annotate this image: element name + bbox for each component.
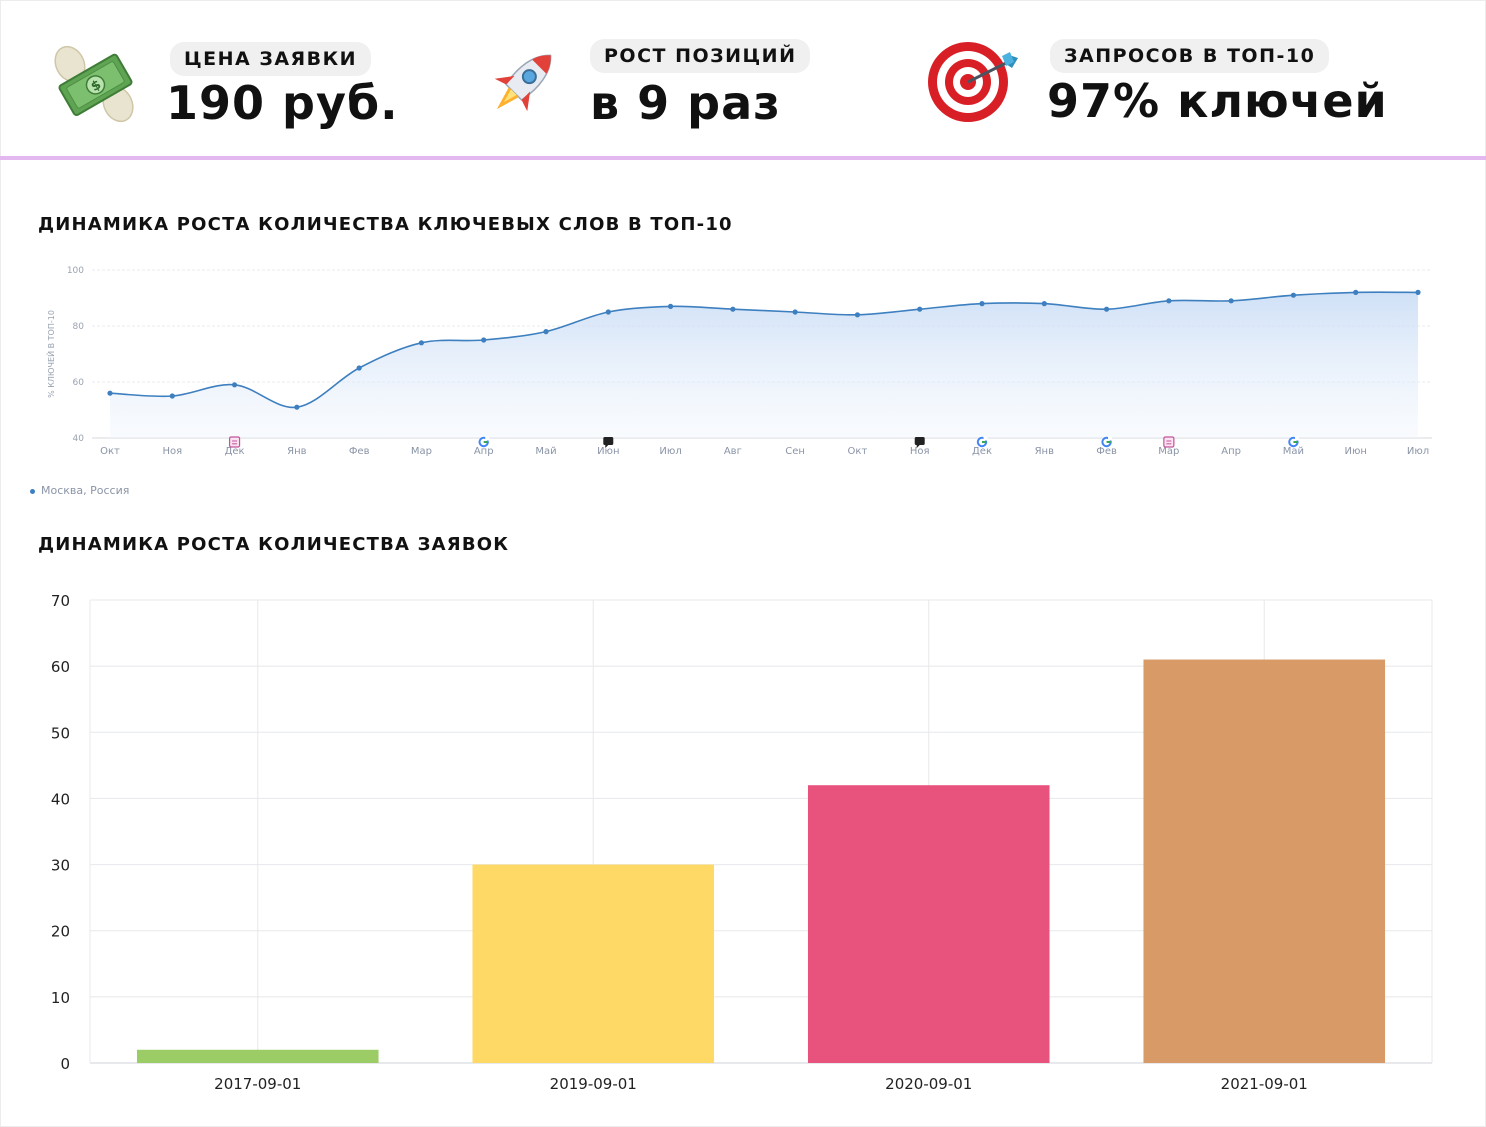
comment-icon[interactable]	[603, 437, 614, 448]
leads-bar-chart: 0 10 20 30 40 50 60 70 2017-09-01 2019-09-01 2020-…	[51, 592, 1433, 1093]
header-divider	[0, 156, 1486, 160]
google-icon[interactable]	[478, 436, 490, 448]
x-tick-label: Янв	[287, 446, 306, 457]
comment-icon[interactable]	[914, 437, 925, 448]
y-tick-label: 0	[60, 1055, 70, 1073]
legend-dot	[30, 488, 35, 494]
x-tick-label: Мар	[1158, 446, 1179, 457]
data-point[interactable]	[1103, 306, 1110, 312]
rocket-icon	[494, 54, 552, 112]
stat-label: ЦЕНА ЗАЯВКИ	[170, 42, 372, 76]
data-point[interactable]	[418, 340, 425, 346]
stat-lead-price: $ ЦЕНА ЗАЯВКИ 190 руб.	[0, 0, 460, 156]
legend-label: Москва, Россия	[41, 484, 130, 497]
note-icon[interactable]	[228, 436, 241, 448]
y-tick-label: 100	[67, 266, 84, 276]
y-tick-label: 50	[51, 724, 70, 742]
data-point[interactable]	[1353, 289, 1359, 295]
x-tick-label: 2020-09-01	[885, 1075, 972, 1093]
data-point[interactable]	[605, 309, 611, 315]
y-tick-label: 80	[73, 322, 85, 332]
money-with-wings-icon: $	[54, 45, 134, 123]
x-tick-label: Авг	[724, 446, 742, 457]
stats-header: $ ЦЕНА ЗАЯВКИ 190 руб. РОСТ ПОЗИЦИЙ в 9 …	[0, 0, 1486, 158]
x-tick-label: Апр	[474, 446, 494, 457]
x-tick-label: 2021-09-01	[1221, 1075, 1308, 1093]
x-tick-label: Июл	[1407, 446, 1429, 457]
data-point[interactable]	[1290, 292, 1297, 298]
y-tick-label: 10	[51, 989, 70, 1007]
stat-label: РОСТ ПОЗИЦИЙ	[590, 39, 811, 73]
y-tick-label: 40	[51, 790, 70, 808]
x-tick-label: Апр	[1221, 446, 1241, 457]
x-tick-label: 2017-09-01	[214, 1075, 301, 1093]
legend-item[interactable]: Москва, Россия	[30, 484, 129, 497]
data-point[interactable]	[1415, 289, 1421, 295]
data-point[interactable]	[917, 306, 923, 312]
y-axis-label: % КЛЮЧЕЙ В ТОП-10	[45, 310, 56, 398]
stat-label: ЗАПРОСОВ В ТОП-10	[1050, 39, 1330, 73]
x-tick-label: Фев	[1096, 446, 1117, 457]
x-tick-label: Сен	[785, 446, 805, 457]
note-icon[interactable]	[1163, 436, 1175, 448]
bar[interactable]	[1143, 659, 1386, 1063]
stat-position-growth: РОСТ ПОЗИЦИЙ в 9 раз	[460, 0, 900, 156]
data-point[interactable]	[356, 365, 362, 371]
x-tick-label: Янв	[1035, 446, 1054, 457]
data-point[interactable]	[730, 306, 736, 312]
y-tick-label: 70	[51, 592, 70, 610]
data-point[interactable]	[481, 337, 487, 343]
x-tick-label: Июн	[597, 446, 619, 457]
series-line	[109, 291, 1419, 409]
data-point[interactable]	[979, 301, 985, 307]
y-tick-label: 60	[73, 378, 85, 388]
line-chart-title: ДИНАМИКА РОСТА КОЛИЧЕСТВА КЛЮЧЕВЫХ СЛОВ …	[38, 214, 733, 235]
data-point[interactable]	[667, 303, 674, 309]
data-point[interactable]	[792, 309, 798, 315]
stat-value: 97% ключей	[1047, 74, 1388, 128]
bar[interactable]	[807, 785, 1050, 1063]
y-tick-label: 40	[73, 434, 85, 444]
x-tick-label: 2019-09-01	[550, 1075, 637, 1093]
bar-chart-title: ДИНАМИКА РОСТА КОЛИЧЕСТВА ЗАЯВОК	[38, 534, 510, 555]
data-point[interactable]	[231, 382, 238, 388]
google-icon[interactable]	[976, 436, 988, 448]
bar[interactable]	[136, 1049, 379, 1063]
google-icon[interactable]	[1101, 436, 1113, 448]
x-tick-label: Окт	[100, 446, 120, 457]
x-tick-label: Дек	[972, 446, 992, 457]
data-point[interactable]	[1041, 301, 1047, 307]
bar[interactable]	[472, 864, 715, 1063]
y-tick-label: 20	[51, 923, 70, 941]
x-tick-label: Дек	[225, 446, 245, 457]
x-tick-label: Окт	[848, 446, 868, 457]
x-tick-label: Фев	[349, 446, 370, 457]
data-point[interactable]	[1166, 298, 1172, 304]
y-tick-label: 60	[51, 658, 70, 676]
x-tick-label: Июн	[1344, 446, 1366, 457]
series-area-fill	[110, 292, 1418, 438]
google-icon[interactable]	[1288, 436, 1299, 448]
data-point[interactable]	[854, 312, 861, 318]
stat-value: 190 руб.	[166, 76, 399, 130]
data-point[interactable]	[543, 329, 549, 335]
y-tick-label: 30	[51, 857, 70, 875]
target-dart-icon	[928, 42, 1018, 122]
x-tick-label: Июл	[659, 446, 681, 457]
x-tick-label: Май	[1283, 446, 1304, 457]
data-point[interactable]	[169, 393, 175, 399]
x-tick-label: Ноя	[162, 446, 182, 457]
stat-value: в 9 раз	[590, 76, 781, 130]
data-point[interactable]	[1228, 298, 1234, 304]
stat-top10-queries: ЗАПРОСОВ В ТОП-10 97% ключей	[900, 0, 1486, 156]
x-tick-label: Май	[535, 446, 556, 457]
x-tick-label: Ноя	[910, 446, 930, 457]
data-point[interactable]	[107, 390, 113, 396]
x-tick-label: Мар	[411, 446, 432, 457]
data-point[interactable]	[294, 404, 300, 410]
keywords-top10-area-chart: 40 60 80 100 Окт Ноя Дек Янв Фев Мар Апр Май Июн Июл А…	[45, 266, 1432, 457]
